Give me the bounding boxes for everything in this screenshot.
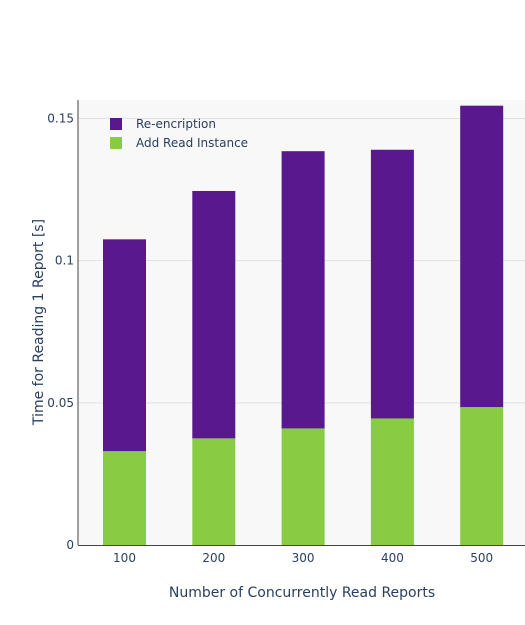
bar-add-read-instance-500 — [460, 407, 504, 545]
x-axis-title: Number of Concurrently Read Reports — [169, 585, 435, 601]
legend-swatch — [110, 118, 122, 130]
y-tick-label: 0 — [66, 538, 74, 552]
bars — [103, 105, 504, 545]
bar-re-encription-400 — [370, 149, 414, 419]
bar-add-read-instance-200 — [192, 438, 236, 545]
y-tick-label: 0.1 — [55, 254, 74, 268]
bar-add-read-instance-400 — [370, 418, 414, 545]
legend: Re-encription Add Read Instance — [110, 117, 248, 150]
y-tick-label: 0.05 — [47, 396, 74, 410]
bar-re-encription-200 — [192, 190, 236, 439]
y-axis-title: Time for Reading 1 Report [s] — [31, 219, 47, 426]
x-tick-label: 300 — [292, 551, 315, 565]
y-tick-label: 0.15 — [47, 111, 74, 125]
x-tick-label: 200 — [202, 551, 225, 565]
legend-swatch — [110, 137, 122, 149]
bar-add-read-instance-300 — [281, 428, 325, 545]
bar-re-encription-500 — [460, 105, 504, 408]
x-tick-labels: 100 200 300 400 500 — [113, 551, 493, 565]
y-tick-labels: 0 0.05 0.1 0.15 — [47, 111, 74, 552]
x-tick-label: 400 — [381, 551, 404, 565]
legend-label: Add Read Instance — [136, 136, 248, 150]
bar-re-encription-100 — [103, 239, 146, 452]
bar-re-encription-300 — [281, 151, 325, 429]
x-tick-label: 100 — [113, 551, 136, 565]
bar-add-read-instance-100 — [103, 451, 146, 545]
x-tick-label: 500 — [470, 551, 493, 565]
legend-label: Re-encription — [136, 117, 216, 131]
